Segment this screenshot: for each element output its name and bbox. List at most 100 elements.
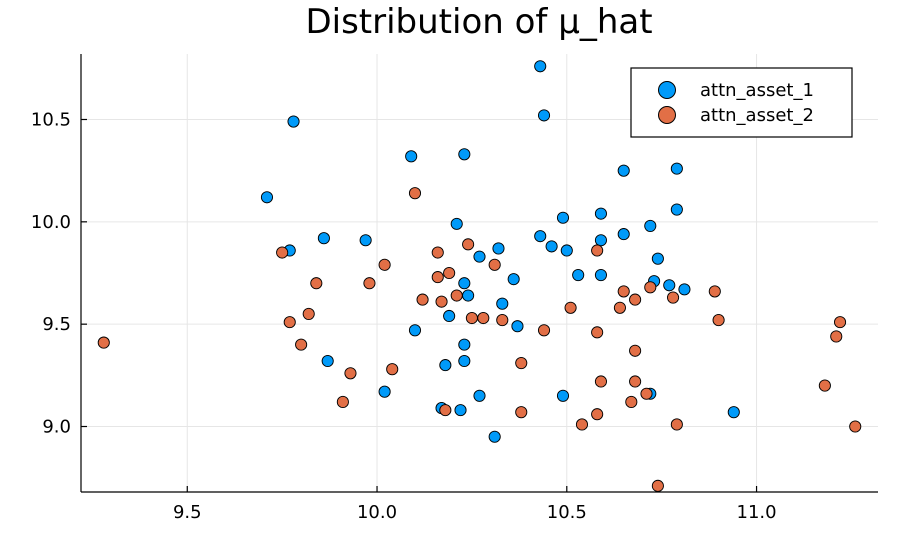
data-point [496, 314, 509, 327]
chart-title: Distribution of μ_hat [305, 2, 652, 42]
data-point [849, 420, 862, 433]
data-point [727, 406, 740, 419]
data-point [443, 266, 456, 280]
data-point [613, 301, 626, 314]
data-point [629, 344, 642, 357]
data-point [575, 418, 589, 431]
legend-label-attn-asset-1: attn_asset_1 [700, 80, 814, 101]
data-point [378, 258, 391, 271]
data-point [511, 320, 524, 333]
data-point [617, 164, 630, 177]
data-point [644, 219, 657, 232]
data-point [629, 375, 642, 388]
data-point [462, 238, 475, 251]
data-point [625, 395, 638, 408]
data-point [359, 234, 372, 247]
data-point [488, 258, 501, 271]
data-point [321, 354, 334, 368]
data-point [678, 283, 691, 296]
y-tick-label: 9.0 [42, 417, 71, 438]
y-tick-label: 10.0 [31, 212, 71, 233]
data-point [496, 297, 509, 310]
data-point [405, 150, 418, 163]
data-point [260, 191, 274, 204]
data-point [556, 211, 570, 224]
data-point [431, 246, 444, 259]
data-point [473, 250, 486, 263]
legend-box [630, 67, 853, 138]
data-point [378, 385, 391, 398]
data-point [651, 479, 664, 492]
data-point [287, 115, 300, 128]
y-tick-label: 9.5 [42, 314, 71, 335]
data-point [644, 281, 657, 294]
data-point [591, 244, 604, 257]
data-point [336, 395, 349, 408]
axes [80, 54, 878, 493]
data-point [663, 279, 676, 292]
data-point [302, 307, 315, 320]
data-point [492, 242, 505, 255]
data-points [97, 60, 862, 492]
data-point [594, 234, 607, 247]
data-point [462, 289, 475, 302]
legend-marker-attn-asset-2 [658, 106, 676, 124]
data-point [537, 109, 551, 122]
data-point [435, 295, 448, 308]
x-tick-label: 9.5 [173, 502, 202, 523]
data-point [617, 228, 630, 241]
data-point [283, 316, 296, 329]
x-axis-ticks: 9.5 10.0 10.5 11.0 [173, 486, 777, 523]
data-point [534, 230, 547, 243]
data-point [708, 285, 721, 298]
data-point [545, 240, 558, 253]
data-point [712, 314, 725, 327]
data-point [617, 285, 630, 298]
data-point [431, 271, 444, 284]
data-point [465, 311, 478, 325]
x-tick-label: 10.0 [357, 502, 397, 523]
data-point [833, 316, 847, 329]
data-point [537, 324, 551, 337]
data-point [670, 418, 683, 431]
data-point [458, 148, 471, 161]
data-point [560, 244, 573, 257]
data-point [439, 359, 452, 372]
data-point [667, 291, 680, 304]
data-point [515, 406, 528, 419]
legend-marker-attn-asset-1 [658, 81, 676, 99]
data-point [591, 326, 604, 339]
data-point [344, 367, 357, 380]
x-tick-label: 10.5 [547, 502, 587, 523]
data-point [317, 232, 330, 245]
data-point [818, 379, 831, 392]
data-point [295, 338, 308, 351]
data-point [594, 207, 607, 220]
data-point [450, 289, 463, 302]
data-point [556, 389, 570, 402]
data-point [408, 187, 422, 200]
data-point [386, 363, 399, 376]
data-point [450, 217, 463, 230]
y-tick-label: 10.5 [31, 109, 71, 130]
data-point [439, 404, 452, 417]
data-point [458, 354, 471, 368]
data-point [670, 162, 683, 175]
data-point [515, 357, 528, 370]
data-point [454, 404, 467, 417]
data-point [458, 277, 471, 290]
data-point [651, 252, 664, 265]
data-point [276, 246, 289, 259]
series-attn-asset-1 [260, 60, 740, 443]
data-point [640, 387, 653, 400]
data-point [488, 430, 501, 443]
y-axis-ticks: 9.0 9.5 10.0 10.5 [31, 109, 87, 438]
legend-label-attn-asset-2: attn_asset_2 [700, 105, 814, 126]
series-attn-asset-2 [97, 187, 862, 492]
data-point [572, 268, 585, 282]
data-point [473, 389, 486, 402]
data-point [591, 408, 604, 421]
data-point [629, 293, 642, 306]
data-point [363, 277, 376, 290]
